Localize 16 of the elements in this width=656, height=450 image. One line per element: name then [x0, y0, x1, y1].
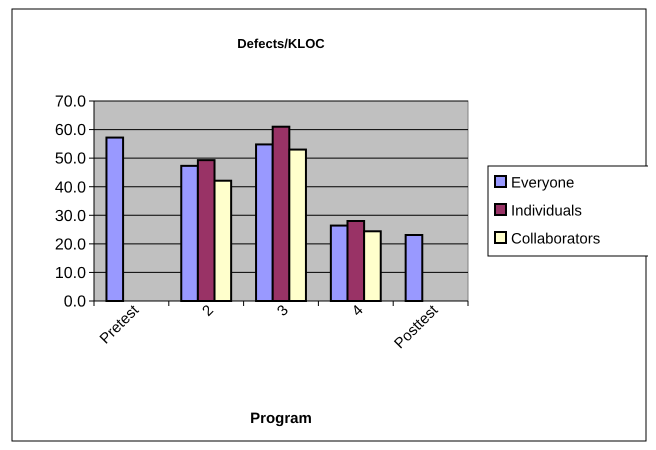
- legend-label: Collaborators: [511, 230, 600, 248]
- y-tick-label: 40.0: [54, 179, 86, 196]
- legend-label: Individuals: [511, 202, 582, 220]
- y-tick-label: 30.0: [54, 208, 86, 225]
- y-tick-label: 10.0: [54, 265, 86, 282]
- x-tick-label: 2: [199, 302, 218, 320]
- x-tick-label: 3: [274, 302, 292, 320]
- y-tick-label: 0.0: [64, 294, 86, 311]
- x-axis-title: Program: [250, 410, 312, 427]
- legend-label: Everyone: [511, 174, 574, 192]
- x-tick-label: 4: [348, 302, 367, 320]
- y-tick-label: 60.0: [54, 122, 86, 140]
- y-tick-label: 20.0: [54, 236, 86, 254]
- chart-title: Defects/KLOC: [237, 36, 326, 51]
- y-tick-label: 50.0: [54, 150, 86, 168]
- y-tick-label: 70.0: [54, 94, 86, 111]
